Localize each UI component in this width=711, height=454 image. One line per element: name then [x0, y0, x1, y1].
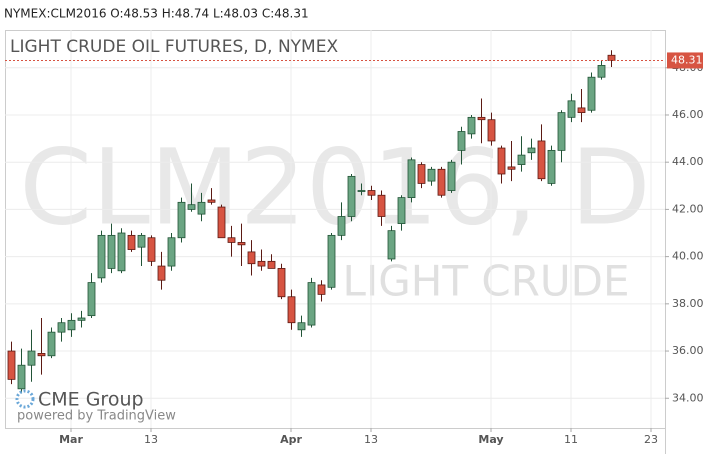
candle-body — [167, 237, 176, 267]
y-tick-label: 46.00 — [672, 108, 704, 121]
candle-body — [437, 168, 446, 196]
candle-body — [467, 116, 476, 135]
y-tick-label: 40.00 — [672, 250, 704, 263]
candle-body — [147, 237, 156, 262]
symbol-header: NYMEX:CLM2016 O:48.53 H:48.74 L:48.03 C:… — [4, 7, 309, 21]
candle-body — [287, 296, 296, 324]
watermark-subtitle: LIGHT CRUDE — [342, 257, 629, 306]
candle-body — [547, 149, 556, 184]
y-tick-label: 38.00 — [672, 297, 704, 310]
candle-body — [377, 194, 386, 217]
candle-body — [247, 251, 256, 265]
candle-body — [397, 197, 406, 224]
candle-body — [337, 216, 346, 236]
candle-body — [277, 268, 286, 298]
candle-body — [367, 190, 376, 196]
logo-text: CME Group — [38, 389, 144, 411]
candle-body — [197, 201, 206, 215]
candle-body — [307, 282, 316, 326]
candle-body — [227, 237, 236, 243]
candle-body — [387, 230, 396, 260]
credit: powered by TradingView — [17, 409, 176, 424]
candle-body — [17, 364, 26, 390]
candle-body — [537, 140, 546, 180]
candle-body — [137, 234, 146, 248]
candle-body — [577, 107, 586, 114]
candle-body — [487, 119, 496, 142]
candle-body — [357, 190, 366, 192]
candle-body — [457, 131, 466, 151]
x-tick-label: 13 — [364, 433, 378, 446]
candle-body — [597, 65, 606, 78]
candle-body — [87, 282, 96, 317]
x-tick-label: Mar — [59, 433, 83, 446]
y-tick-label: 42.00 — [672, 202, 704, 215]
candle-body — [517, 154, 526, 165]
candle-body — [407, 159, 416, 199]
x-tick-label: May — [478, 433, 503, 446]
candle-body — [417, 164, 426, 184]
candle-body — [607, 54, 616, 61]
candle-body — [317, 284, 326, 295]
candle-body — [77, 317, 86, 321]
y-tick-label: 34.00 — [672, 391, 704, 404]
candle-body — [37, 353, 46, 357]
candle-body — [27, 350, 36, 366]
x-tick-label: 11 — [564, 433, 578, 446]
candle-body — [427, 168, 436, 182]
candle-body — [347, 175, 356, 217]
candle-body — [477, 116, 486, 121]
x-tick-label: 13 — [144, 433, 158, 446]
watermark: CLM2016, D — [19, 126, 650, 248]
last-price-box — [667, 52, 703, 69]
candle-body — [67, 319, 76, 331]
candle-body — [587, 76, 596, 111]
candle-body — [7, 350, 16, 380]
candle-body — [237, 242, 246, 246]
candles — [7, 50, 616, 394]
logo-icon — [15, 389, 35, 409]
y-tick-label: 36.00 — [672, 344, 704, 357]
candle-body — [447, 161, 456, 191]
logo: CME Group powered by TradingView — [15, 389, 176, 424]
chart-title: LIGHT CRUDE OIL FUTURES, D, NYMEX — [10, 37, 338, 57]
candle-body — [57, 322, 66, 333]
candle-body — [297, 322, 306, 331]
candle-body — [97, 234, 106, 279]
last-price-label: 48.31 — [671, 53, 703, 66]
candle-body — [177, 201, 186, 239]
candle-body — [327, 234, 336, 288]
candle-body — [497, 147, 506, 175]
candle-body — [217, 206, 226, 239]
x-tick-label: Apr — [280, 433, 302, 446]
candle-body — [527, 147, 536, 154]
candle-body — [107, 234, 116, 269]
x-tick-label: 23 — [644, 433, 658, 446]
candle-body — [557, 112, 566, 151]
candle-body — [47, 331, 56, 357]
candle-body — [157, 265, 166, 281]
candle-body — [567, 100, 576, 118]
y-tick-label: 44.00 — [672, 155, 704, 168]
candle-body — [207, 199, 216, 203]
candle-body — [267, 260, 276, 269]
candle-body — [257, 260, 266, 267]
candle-body — [187, 204, 196, 210]
candle-body — [117, 232, 126, 272]
candle-body — [127, 234, 136, 250]
candle-body — [507, 166, 516, 170]
